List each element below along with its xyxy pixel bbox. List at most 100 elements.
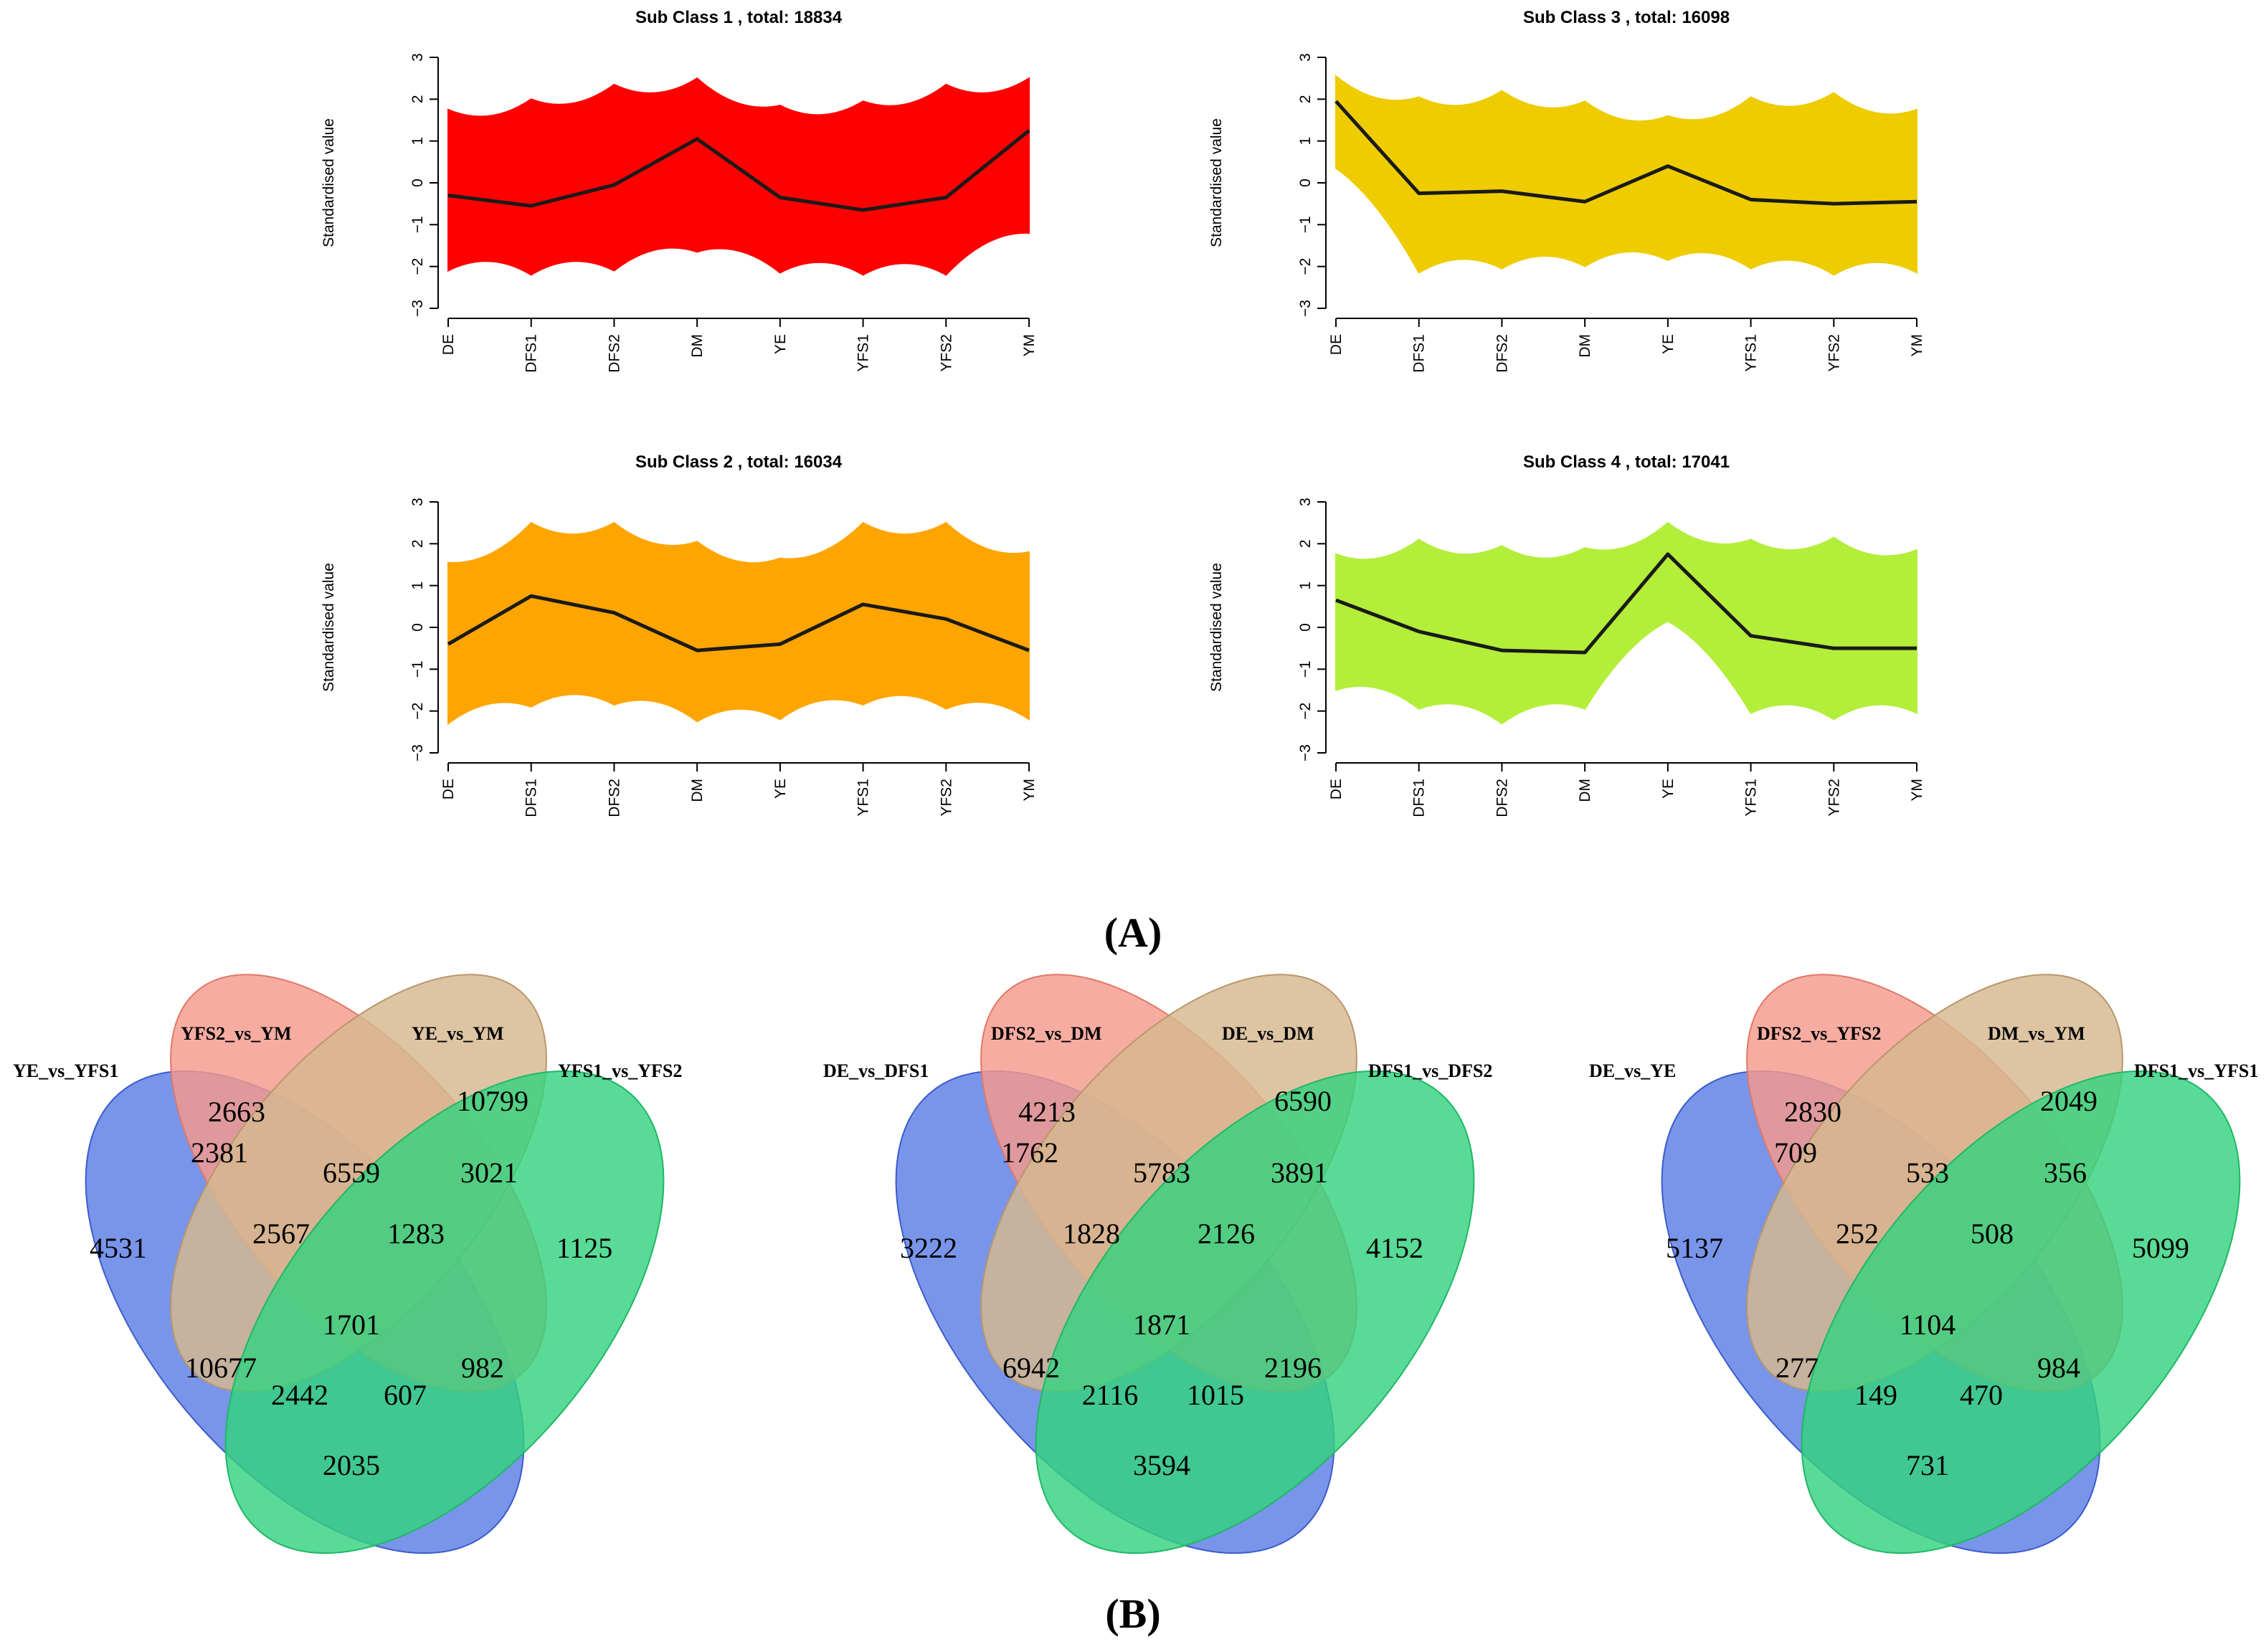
- x-tick-label: DFS1: [1411, 779, 1428, 817]
- y-tick-label: −2: [1297, 703, 1314, 720]
- venn-2: DE_vs_DFS1 DFS2_vs_DM DE_vs_DM DFS1_vs_DFS2…: [823, 974, 1492, 1554]
- x-tick-label: DE: [1328, 334, 1345, 355]
- set-label: DFS1_vs_DFS2: [1368, 1060, 1492, 1081]
- y-axis-label: Standardised value: [321, 118, 337, 247]
- region-count-b: 4213: [1018, 1096, 1076, 1128]
- x-tick-label: YFS2: [1826, 779, 1842, 817]
- region-count-ac: 6942: [1002, 1352, 1060, 1384]
- region-count-cd: 3891: [1271, 1157, 1328, 1189]
- set-label: DFS1_vs_YFS1: [2134, 1060, 2258, 1081]
- chart-title: Sub Class 2 , total: 16034: [635, 452, 843, 472]
- x-tick-label: DM: [689, 779, 706, 802]
- x-tick-label: DFS1: [1411, 334, 1428, 373]
- y-tick-label: −1: [409, 660, 426, 678]
- y-tick-label: −1: [1297, 660, 1314, 678]
- x-tick-label: YFS2: [938, 334, 954, 372]
- x-tick-label: YFS1: [855, 779, 872, 817]
- region-count-bd: 2196: [1264, 1352, 1322, 1384]
- region-count-bd: 984: [2037, 1352, 2080, 1384]
- region-count-d: 4152: [1366, 1232, 1423, 1264]
- set-label: YE_vs_YFS1: [13, 1060, 118, 1081]
- x-tick-label: DE: [440, 334, 457, 355]
- x-tick-label: DFS2: [1494, 779, 1510, 817]
- x-tick-label: YM: [1909, 334, 1925, 357]
- set-label: YFS1_vs_YFS2: [558, 1060, 682, 1081]
- set-label: DE_vs_YE: [1589, 1060, 1676, 1081]
- region-count-d: 5099: [2132, 1232, 2189, 1264]
- region-count-d: 1125: [556, 1232, 613, 1264]
- mean-line: [1335, 552, 1917, 655]
- x-tick-label: DFS1: [523, 334, 540, 373]
- x-tick-label: YM: [1021, 779, 1038, 802]
- trajectory-band: [1335, 521, 1917, 725]
- region-count-abcd: 1104: [1900, 1309, 1956, 1341]
- set-d-ellipse: [1801, 1070, 2241, 1554]
- x-tick-label: DFS2: [606, 779, 622, 817]
- region-count-a: 4531: [90, 1232, 147, 1264]
- region-count-abcd: 1701: [323, 1309, 380, 1341]
- y-tick-label: 1: [1297, 137, 1314, 146]
- region-count-ab: 1762: [1001, 1136, 1058, 1169]
- region-count-bc: 5783: [1133, 1157, 1190, 1189]
- chart-title: Sub Class 4 , total: 17041: [1523, 452, 1730, 472]
- y-tick-label: 2: [1297, 539, 1314, 548]
- region-count-abd: 607: [384, 1379, 427, 1411]
- region-count-bd: 982: [461, 1352, 504, 1384]
- x-tick-label: YFS1: [855, 334, 872, 372]
- mean-line: [447, 129, 1030, 212]
- x-tick-label: DE: [1328, 779, 1345, 799]
- set-label: YE_vs_YM: [412, 1023, 504, 1044]
- region-count-abcd: 1871: [1133, 1309, 1190, 1341]
- trajectory-band: [447, 521, 1030, 726]
- y-tick-label: −3: [1297, 300, 1314, 317]
- region-count-bcd: 2126: [1198, 1217, 1255, 1250]
- mean-line: [1335, 100, 1917, 206]
- y-tick-label: 0: [409, 623, 426, 632]
- x-tick-label: DM: [689, 334, 706, 358]
- region-count-abc: 2567: [252, 1217, 310, 1250]
- panel-a-label: (A): [1104, 909, 1162, 956]
- region-count-bc: 533: [1906, 1157, 1949, 1189]
- y-tick-label: 1: [1297, 581, 1314, 590]
- region-count-bcd: 508: [1971, 1217, 2014, 1250]
- x-tick-label: DFS2: [606, 334, 622, 373]
- region-count-a: 3222: [900, 1232, 957, 1264]
- venn-1: YE_vs_YFS1 YFS2_vs_YM YE_vs_YM YFS1_vs_YFS2…: [13, 974, 682, 1554]
- subclass-4-chart: Sub Class 4 , total: 17041 Standardised v…: [1208, 452, 1925, 817]
- region-count-c: 10799: [457, 1085, 528, 1117]
- y-tick-label: −2: [409, 258, 426, 275]
- region-count-abd: 1015: [1187, 1379, 1244, 1411]
- y-tick-label: −3: [409, 744, 426, 761]
- set-label: DE_vs_DFS1: [823, 1060, 929, 1081]
- x-tick-label: YFS2: [938, 779, 954, 817]
- region-count-cd: 356: [2044, 1157, 2087, 1189]
- region-count-ad: 2035: [323, 1449, 380, 1481]
- x-tick-label: YFS1: [1743, 334, 1760, 372]
- set-label: DM_vs_YM: [1988, 1023, 2085, 1044]
- y-axis-label: Standardised value: [321, 563, 337, 692]
- x-tick-label: DM: [1577, 334, 1593, 358]
- y-tick-label: −1: [409, 216, 426, 233]
- y-tick-label: −2: [409, 703, 426, 720]
- region-count-ac: 10677: [185, 1352, 257, 1384]
- y-tick-label: −2: [1297, 258, 1314, 275]
- set-d-ellipse: [224, 1070, 665, 1554]
- region-count-b: 2830: [1784, 1096, 1841, 1128]
- x-tick-label: YE: [772, 334, 789, 354]
- y-tick-label: 0: [1297, 623, 1314, 632]
- x-tick-label: YE: [1660, 779, 1677, 799]
- venn-3: DE_vs_YE DFS2_vs_YFS2 DM_vs_YM DFS1_vs_YFS1…: [1589, 974, 2258, 1554]
- x-tick-label: DE: [440, 779, 457, 799]
- trajectory-band: [447, 77, 1030, 276]
- y-tick-label: 0: [409, 179, 426, 187]
- y-axis-label: Standardised value: [1208, 118, 1225, 247]
- region-count-cd: 3021: [460, 1157, 518, 1189]
- region-count-c: 2049: [2040, 1085, 2097, 1117]
- region-count-bcd: 1283: [387, 1217, 445, 1250]
- x-tick-label: DFS2: [1494, 334, 1510, 373]
- trajectory-band: [1335, 75, 1917, 276]
- y-tick-label: 1: [409, 581, 426, 590]
- panel-b-label: (B): [1105, 1590, 1160, 1637]
- y-tick-label: −3: [409, 300, 426, 317]
- x-tick-label: YFS2: [1826, 334, 1842, 372]
